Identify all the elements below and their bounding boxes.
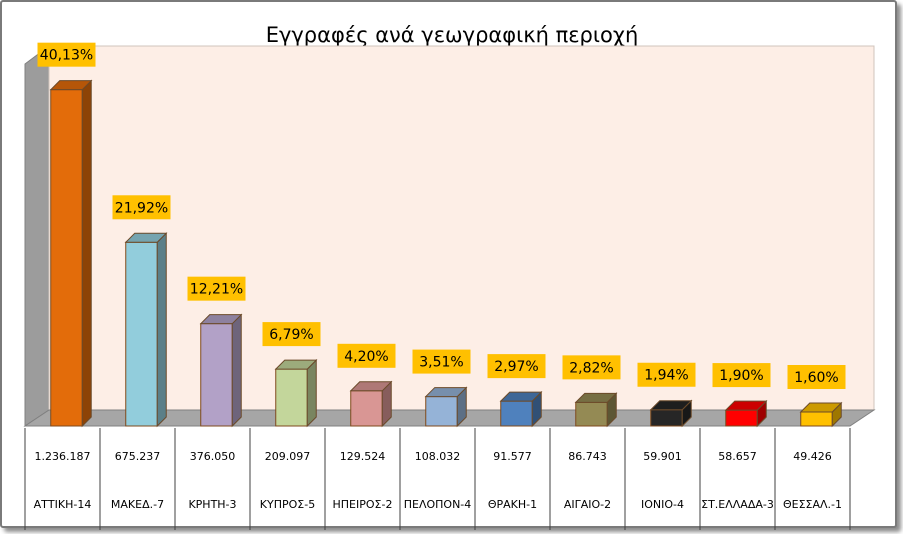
bar xyxy=(274,358,318,428)
bar-side xyxy=(231,313,242,428)
bar-top xyxy=(724,400,768,411)
bar-top xyxy=(799,402,843,413)
category-label: ΘΕΣΣΑΛ.-1 xyxy=(783,498,842,511)
bar xyxy=(349,380,393,428)
category-label: ΚΡΗΤΗ-3 xyxy=(188,498,236,511)
table-cell-value: 129.524 xyxy=(340,450,386,463)
bar-top xyxy=(574,392,618,403)
bar-front xyxy=(725,409,758,427)
table-cell-value: 86.743 xyxy=(568,450,607,463)
bar-side xyxy=(306,358,317,428)
data-label: 21,92% xyxy=(115,200,168,216)
bar-side xyxy=(81,79,92,428)
table-cell-value: 675.237 xyxy=(115,450,161,463)
data-label-box xyxy=(112,195,171,220)
bar-top xyxy=(49,80,93,91)
category-label: ΚΥΠΡΟΣ-5 xyxy=(260,498,315,511)
data-label-box xyxy=(637,362,696,387)
bar xyxy=(49,79,93,428)
category-label: ΜΑΚΕΔ.-7 xyxy=(111,498,164,511)
data-label-box xyxy=(562,355,621,380)
data-label: 2,82% xyxy=(569,360,613,376)
bar xyxy=(124,232,168,428)
data-label-box xyxy=(712,363,771,388)
table-cell-value: 59.901 xyxy=(643,450,682,463)
category-label: ΘΡΑΚΗ-1 xyxy=(488,498,537,511)
data-label: 2,97% xyxy=(494,359,538,375)
data-label: 4,20% xyxy=(344,349,388,365)
bar-front xyxy=(200,323,233,427)
bar-front xyxy=(350,390,383,427)
data-label: 1,94% xyxy=(644,368,688,384)
bar-top xyxy=(649,400,693,411)
data-label-box xyxy=(412,349,471,374)
bar-front xyxy=(425,396,458,427)
bar xyxy=(649,399,693,428)
category-label: ΙΟΝΙΟ-4 xyxy=(641,498,684,511)
category-label: ΗΠΕΙΡΟΣ-2 xyxy=(333,498,393,511)
table-cell-value: 58.657 xyxy=(718,450,757,463)
category-label: ΑΤΤΙΚΗ-14 xyxy=(34,498,92,511)
table-cell-value: 1.236.187 xyxy=(35,450,91,463)
bar-front xyxy=(125,241,158,427)
bar xyxy=(199,313,243,428)
data-label-box xyxy=(337,343,396,368)
chart-title: Εγγραφές ανά γεωγραφική περιοχή xyxy=(266,23,639,47)
bar-top xyxy=(424,387,468,398)
category-label: ΠΕΛΟΠΟΝ-4 xyxy=(404,498,472,511)
bar-front xyxy=(500,400,533,427)
data-label: 40,13% xyxy=(40,48,93,64)
bar-top xyxy=(274,359,318,370)
category-label: ΑΙΓΑΙΟ-2 xyxy=(564,498,611,511)
side-wall xyxy=(24,45,50,427)
bar xyxy=(424,386,468,428)
bar-top xyxy=(124,232,168,243)
data-label-box xyxy=(487,354,546,379)
bar-front xyxy=(800,411,833,427)
table-cell-value: 376.050 xyxy=(190,450,236,463)
table-cell-value: 49.426 xyxy=(793,450,832,463)
back-wall xyxy=(48,45,875,411)
data-label-box xyxy=(187,276,246,301)
bar-top xyxy=(499,391,543,402)
bar-front xyxy=(50,89,83,427)
table-cell-value: 108.032 xyxy=(415,450,461,463)
table-cell-value: 91.577 xyxy=(493,450,532,463)
data-label: 1,90% xyxy=(719,368,763,384)
bar xyxy=(499,390,543,428)
bar xyxy=(574,392,618,428)
data-label-box xyxy=(37,42,96,67)
bar-side xyxy=(156,232,167,428)
data-label: 1,60% xyxy=(794,370,838,386)
bar-top xyxy=(199,314,243,325)
table-cell-value: 209.097 xyxy=(265,450,311,463)
data-label-box xyxy=(787,365,846,389)
bar-front xyxy=(275,368,308,427)
data-label-box xyxy=(262,322,321,347)
bar-top xyxy=(349,381,393,392)
bar xyxy=(724,399,768,428)
bar-front xyxy=(575,401,608,427)
bar-front xyxy=(650,409,683,427)
data-label: 12,21% xyxy=(190,282,243,298)
bar xyxy=(799,401,843,428)
data-label: 3,51% xyxy=(419,355,463,371)
data-label: 6,79% xyxy=(269,327,313,343)
category-label: ΣΤ.ΕΛΛΑΔΑ-3 xyxy=(701,498,774,511)
